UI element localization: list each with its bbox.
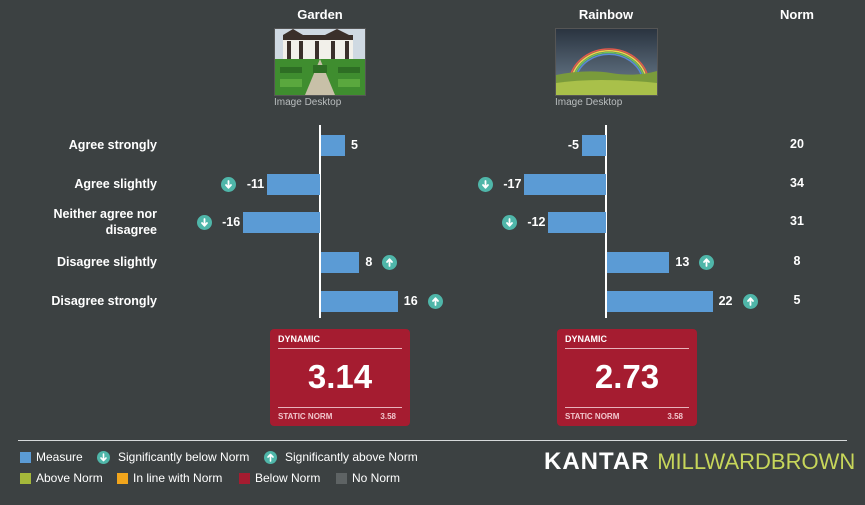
value-label: -11 (246, 176, 265, 191)
bar (582, 134, 606, 156)
norm-value: 8 (793, 254, 801, 268)
value-label: -17 (503, 176, 522, 191)
legend-no-norm: No Norm (336, 471, 400, 485)
legend-sig-below: Significantly below Norm (97, 450, 249, 464)
score-value: 2.73 (594, 358, 660, 395)
row-label: Disagree slightly (56, 255, 157, 269)
legend-label: Above Norm (36, 471, 103, 485)
bar (548, 211, 606, 233)
bar (607, 251, 670, 273)
norm-value: 20 (790, 137, 804, 151)
axis-line-rainbow (605, 125, 607, 318)
legend-label: Significantly above Norm (285, 450, 418, 464)
logo-part-kantar: KANTAR (544, 448, 650, 475)
garden-image (274, 28, 366, 96)
garden-title: Garden (297, 7, 343, 22)
rainbow-image (555, 28, 658, 96)
arrow-down-icon (502, 214, 518, 230)
static-norm-label: STATIC NORM (565, 412, 620, 421)
value-label: 16 (403, 293, 418, 308)
norm-header: Norm (780, 7, 814, 22)
dynamic-badge: DYNAMIC (565, 334, 607, 344)
value-label: -5 (567, 137, 579, 152)
garden-score-card: DYNAMIC 3.14 STATIC NORM 3.58 (270, 329, 410, 426)
kantar-millwardbrown-logo: KANTAR MILLWARDBROWN (544, 448, 855, 476)
below-norm-swatch (239, 472, 250, 484)
garden-image-caption: Image Desktop (274, 97, 342, 108)
legend-label: Significantly below Norm (118, 450, 250, 464)
bar (267, 173, 320, 195)
legend-label: In line with Norm (133, 471, 223, 485)
arrow-up-icon (382, 254, 398, 270)
bar (321, 134, 345, 156)
legend-above-norm: Above Norm (20, 471, 103, 485)
legend-below-norm: Below Norm (239, 471, 320, 485)
static-norm-value: 3.58 (667, 412, 683, 421)
legend-measure: Measure (20, 450, 83, 464)
value-label: 13 (675, 254, 690, 269)
no-norm-swatch (336, 472, 347, 484)
norm-value: 31 (790, 214, 804, 228)
value-label: -12 (527, 214, 546, 229)
above-norm-swatch (20, 472, 31, 484)
arrow-down-icon (221, 176, 237, 192)
legend-label: Below Norm (255, 471, 321, 485)
measure-swatch (20, 451, 31, 463)
legend-label: No Norm (352, 471, 401, 485)
norm-value: 5 (793, 293, 801, 307)
arrow-down-icon (197, 214, 213, 230)
arrow-down-icon (478, 176, 494, 192)
bar (321, 251, 360, 273)
row-label: Agree strongly (68, 138, 157, 152)
bar (321, 290, 398, 312)
norm-value: 34 (790, 176, 804, 190)
legend-sig-above: Significantly above Norm (264, 450, 418, 464)
garden-image-drawing (275, 29, 365, 95)
value-label: 22 (718, 293, 733, 308)
dynamic-badge: DYNAMIC (278, 334, 320, 344)
rainbow-image-drawing (556, 29, 657, 95)
row-label: Neither agree nor disagree (53, 207, 157, 237)
logo-part-millwardbrown: MILLWARDBROWN (657, 449, 856, 474)
arrow-up-icon (742, 293, 758, 309)
legend-label: Measure (36, 450, 83, 464)
value-label: 8 (365, 254, 373, 269)
bar (607, 290, 713, 312)
arrow-down-icon (97, 450, 110, 464)
rainbow-score-card: DYNAMIC 2.73 STATIC NORM 3.58 (557, 329, 697, 426)
static-norm-label: STATIC NORM (278, 412, 333, 421)
value-label: -16 (222, 214, 241, 229)
bar (524, 173, 606, 195)
value-label: 5 (351, 137, 358, 152)
arrow-up-icon (427, 293, 443, 309)
inline-norm-swatch (117, 472, 128, 484)
legend-divider (18, 440, 847, 441)
rainbow-image-caption: Image Desktop (555, 97, 623, 108)
legend-inline-norm: In line with Norm (117, 471, 222, 485)
row-label: Agree slightly (74, 177, 157, 191)
axis-line-garden (319, 125, 321, 318)
arrow-up-icon (264, 450, 277, 464)
row-label: Disagree strongly (51, 294, 157, 308)
static-norm-value: 3.58 (380, 412, 396, 421)
arrow-up-icon (699, 254, 715, 270)
bar (243, 211, 320, 233)
rainbow-title: Rainbow (578, 7, 634, 22)
score-value: 3.14 (307, 358, 373, 395)
